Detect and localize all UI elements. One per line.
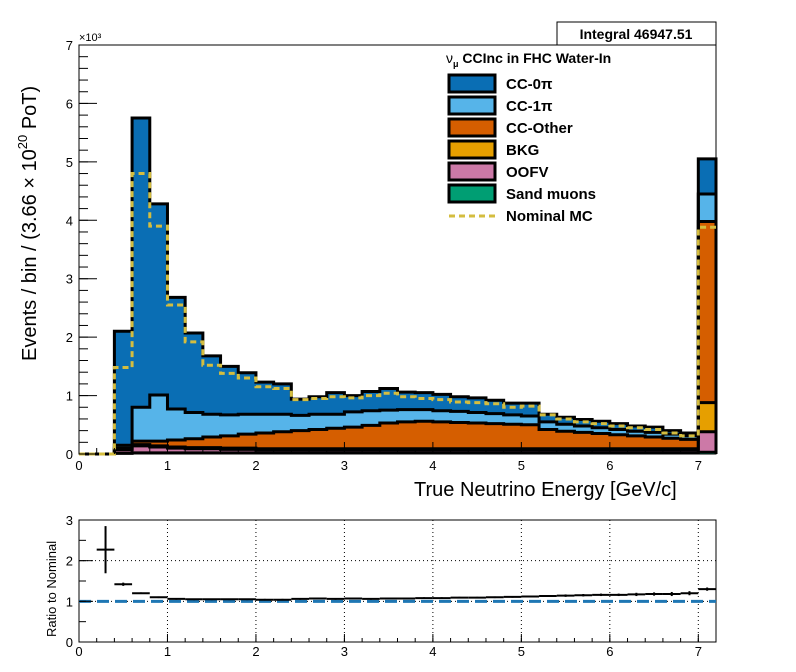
legend-label: CC-Other: [506, 120, 573, 137]
ratio-y-tick-label: 0: [66, 635, 73, 650]
x-tick-label: 3: [341, 458, 348, 473]
ratio-x-tick-label: 2: [252, 644, 259, 659]
x-tick-label: 0: [75, 458, 82, 473]
top-axes: 0 1 2 3 4 5 6 7 0 1 2 3 4 5 6 7: [66, 38, 717, 473]
legend: νμ CCInc in FHC Water-In CC-0π CC-1π CC-Ot…: [446, 50, 611, 225]
legend-swatch-oofv: [447, 161, 497, 182]
legend-swatch-sand: [447, 183, 497, 204]
ratio-axes: 0 1 2 3 4 5 6 7 0 1 2 3: [66, 513, 717, 659]
stack-outline-ccother: [79, 219, 718, 456]
x-tick-label: 6: [606, 458, 613, 473]
y-tick-label: 4: [66, 213, 73, 228]
ratio-points: [96, 526, 716, 601]
stack-fill-cc1pi: [79, 193, 716, 454]
ratio-frame: [78, 519, 717, 643]
stack-outline-bkg: [79, 401, 718, 456]
legend-swatch-ccother: [447, 117, 497, 138]
y-tick-label: 2: [66, 330, 73, 345]
y-tick-label: 0: [66, 447, 73, 462]
ratio-x-tick-label: 3: [341, 644, 348, 659]
y-axis-label-part2: × 10: [19, 149, 41, 188]
ratio-y-tick-label: 2: [66, 554, 73, 569]
ratio-grid: [79, 520, 716, 642]
y-axis-label-exp: 20: [15, 135, 30, 149]
legend-label: CC-0π: [506, 76, 553, 93]
x-tick-label: 4: [429, 458, 436, 473]
legend-swatch-cc0pi: [447, 73, 497, 94]
integral-box: Integral 46947.51: [556, 21, 717, 46]
ratio-x-tick-label: 0: [75, 644, 82, 659]
y-axis-label: Events / bin / (3.66 × 1020 PoT): [15, 86, 41, 361]
integral-label: Integral 46947.51: [580, 26, 693, 42]
ratio-y-tick-label: 3: [66, 513, 73, 528]
stack-outline-cc1pi: [79, 192, 718, 456]
ratio-x-tick-label: 6: [606, 644, 613, 659]
legend-title-mu: μ: [453, 59, 459, 69]
legend-title: νμ CCInc in FHC Water-In: [446, 50, 611, 69]
legend-label: BKG: [506, 142, 539, 159]
y-tick-label: 1: [66, 389, 73, 404]
ratio-y-axis-label: Ratio to Nominal: [44, 541, 59, 637]
y-tick-label: 6: [66, 96, 73, 111]
stack-fill-cc0pi: [79, 118, 716, 455]
ratio-x-tick-label: 1: [164, 644, 171, 659]
integral-box-frame: [556, 21, 717, 46]
y-exponent-label: ×10³: [79, 32, 102, 44]
legend-title-nu: ν: [446, 50, 453, 66]
ratio-panel: 0 1 2 3 4 5 6 7 0 1 2 3 Ratio to Nominal: [44, 513, 717, 659]
ratio-x-tick-label: 4: [429, 644, 436, 659]
ratio-x-tick-label: 7: [695, 644, 702, 659]
stacked-histogram: [79, 116, 718, 456]
x-tick-label: 7: [695, 458, 702, 473]
legend-label: Sand muons: [506, 186, 596, 203]
x-tick-label: 2: [252, 458, 259, 473]
x-axis-label: True Neutrino Energy [GeV/c]: [414, 479, 677, 501]
legend-label: Nominal MC: [506, 208, 593, 225]
legend-label: CC-1π: [506, 98, 553, 115]
y-tick-label: 3: [66, 272, 73, 287]
x-tick-label: 1: [164, 458, 171, 473]
legend-label: OOFV: [506, 164, 549, 181]
legend-swatch-cc1pi: [447, 95, 497, 116]
ratio-y-tick-label: 1: [66, 594, 73, 609]
y-tick-label: 7: [66, 38, 73, 53]
x-tick-label: 5: [518, 458, 525, 473]
y-axis-label-part3: PoT): [19, 86, 41, 135]
legend-swatch-bkg: [447, 139, 497, 160]
y-tick-label: 5: [66, 155, 73, 170]
y-axis-label-part1: Events / bin / (3.66: [19, 189, 41, 361]
ratio-x-tick-label: 5: [518, 644, 525, 659]
legend-title-text: CCInc in FHC Water-In: [459, 50, 612, 66]
